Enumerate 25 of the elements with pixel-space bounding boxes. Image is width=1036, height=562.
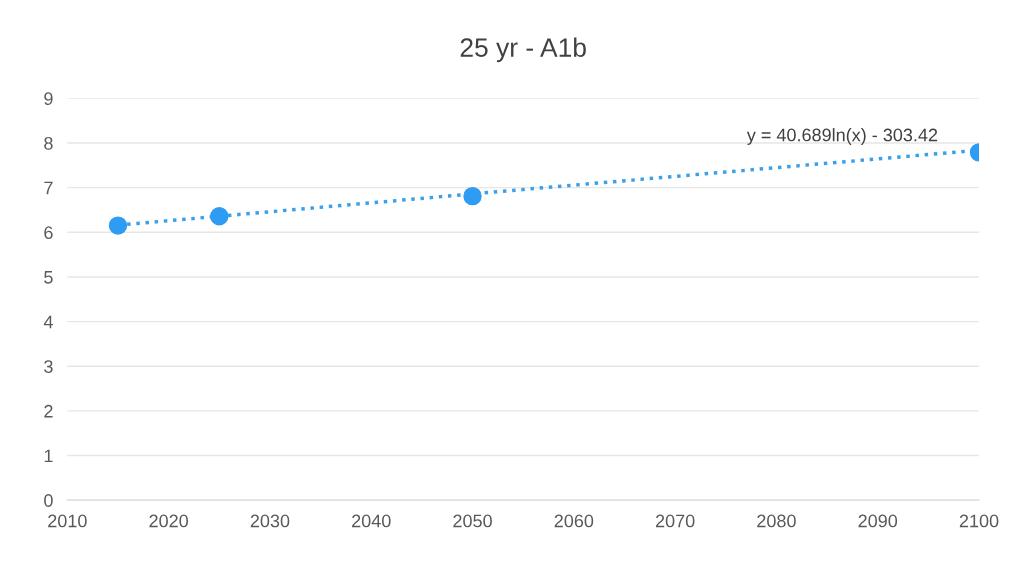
chart-title: 25 yr - A1b [460,37,586,63]
point [210,207,229,226]
x-tick-label: 2010 [48,514,87,528]
x-tick-label: 2080 [757,514,796,528]
x-tick-label: 2040 [352,514,391,528]
y-tick-label: 2 [44,404,53,418]
x-tick-label: 2060 [554,514,594,528]
x-tick-label: 2020 [149,514,189,528]
y-tick-label: 1 [44,449,53,463]
y-tick-label: 9 [44,92,53,106]
annotation: y = 40.689ln(x) - 303.42 [746,128,938,145]
point [463,186,482,206]
y-tick-label: 3 [44,360,53,373]
x-tick-label: 2050 [453,514,492,528]
y-tick-label: 5 [44,271,53,284]
point [108,216,128,235]
y-tick-label: 6 [44,226,53,240]
y-tick-label: 0 [44,494,53,507]
y-tick-label: 7 [44,181,53,195]
y-tick-label: 4 [43,315,53,329]
x-tick-label: 2100 [959,514,999,528]
x-tick-label: 2030 [250,514,290,528]
x-tick-label: 2090 [858,514,898,528]
x-tick-label: 2070 [655,514,695,528]
y-tick-label: 8 [44,136,53,150]
